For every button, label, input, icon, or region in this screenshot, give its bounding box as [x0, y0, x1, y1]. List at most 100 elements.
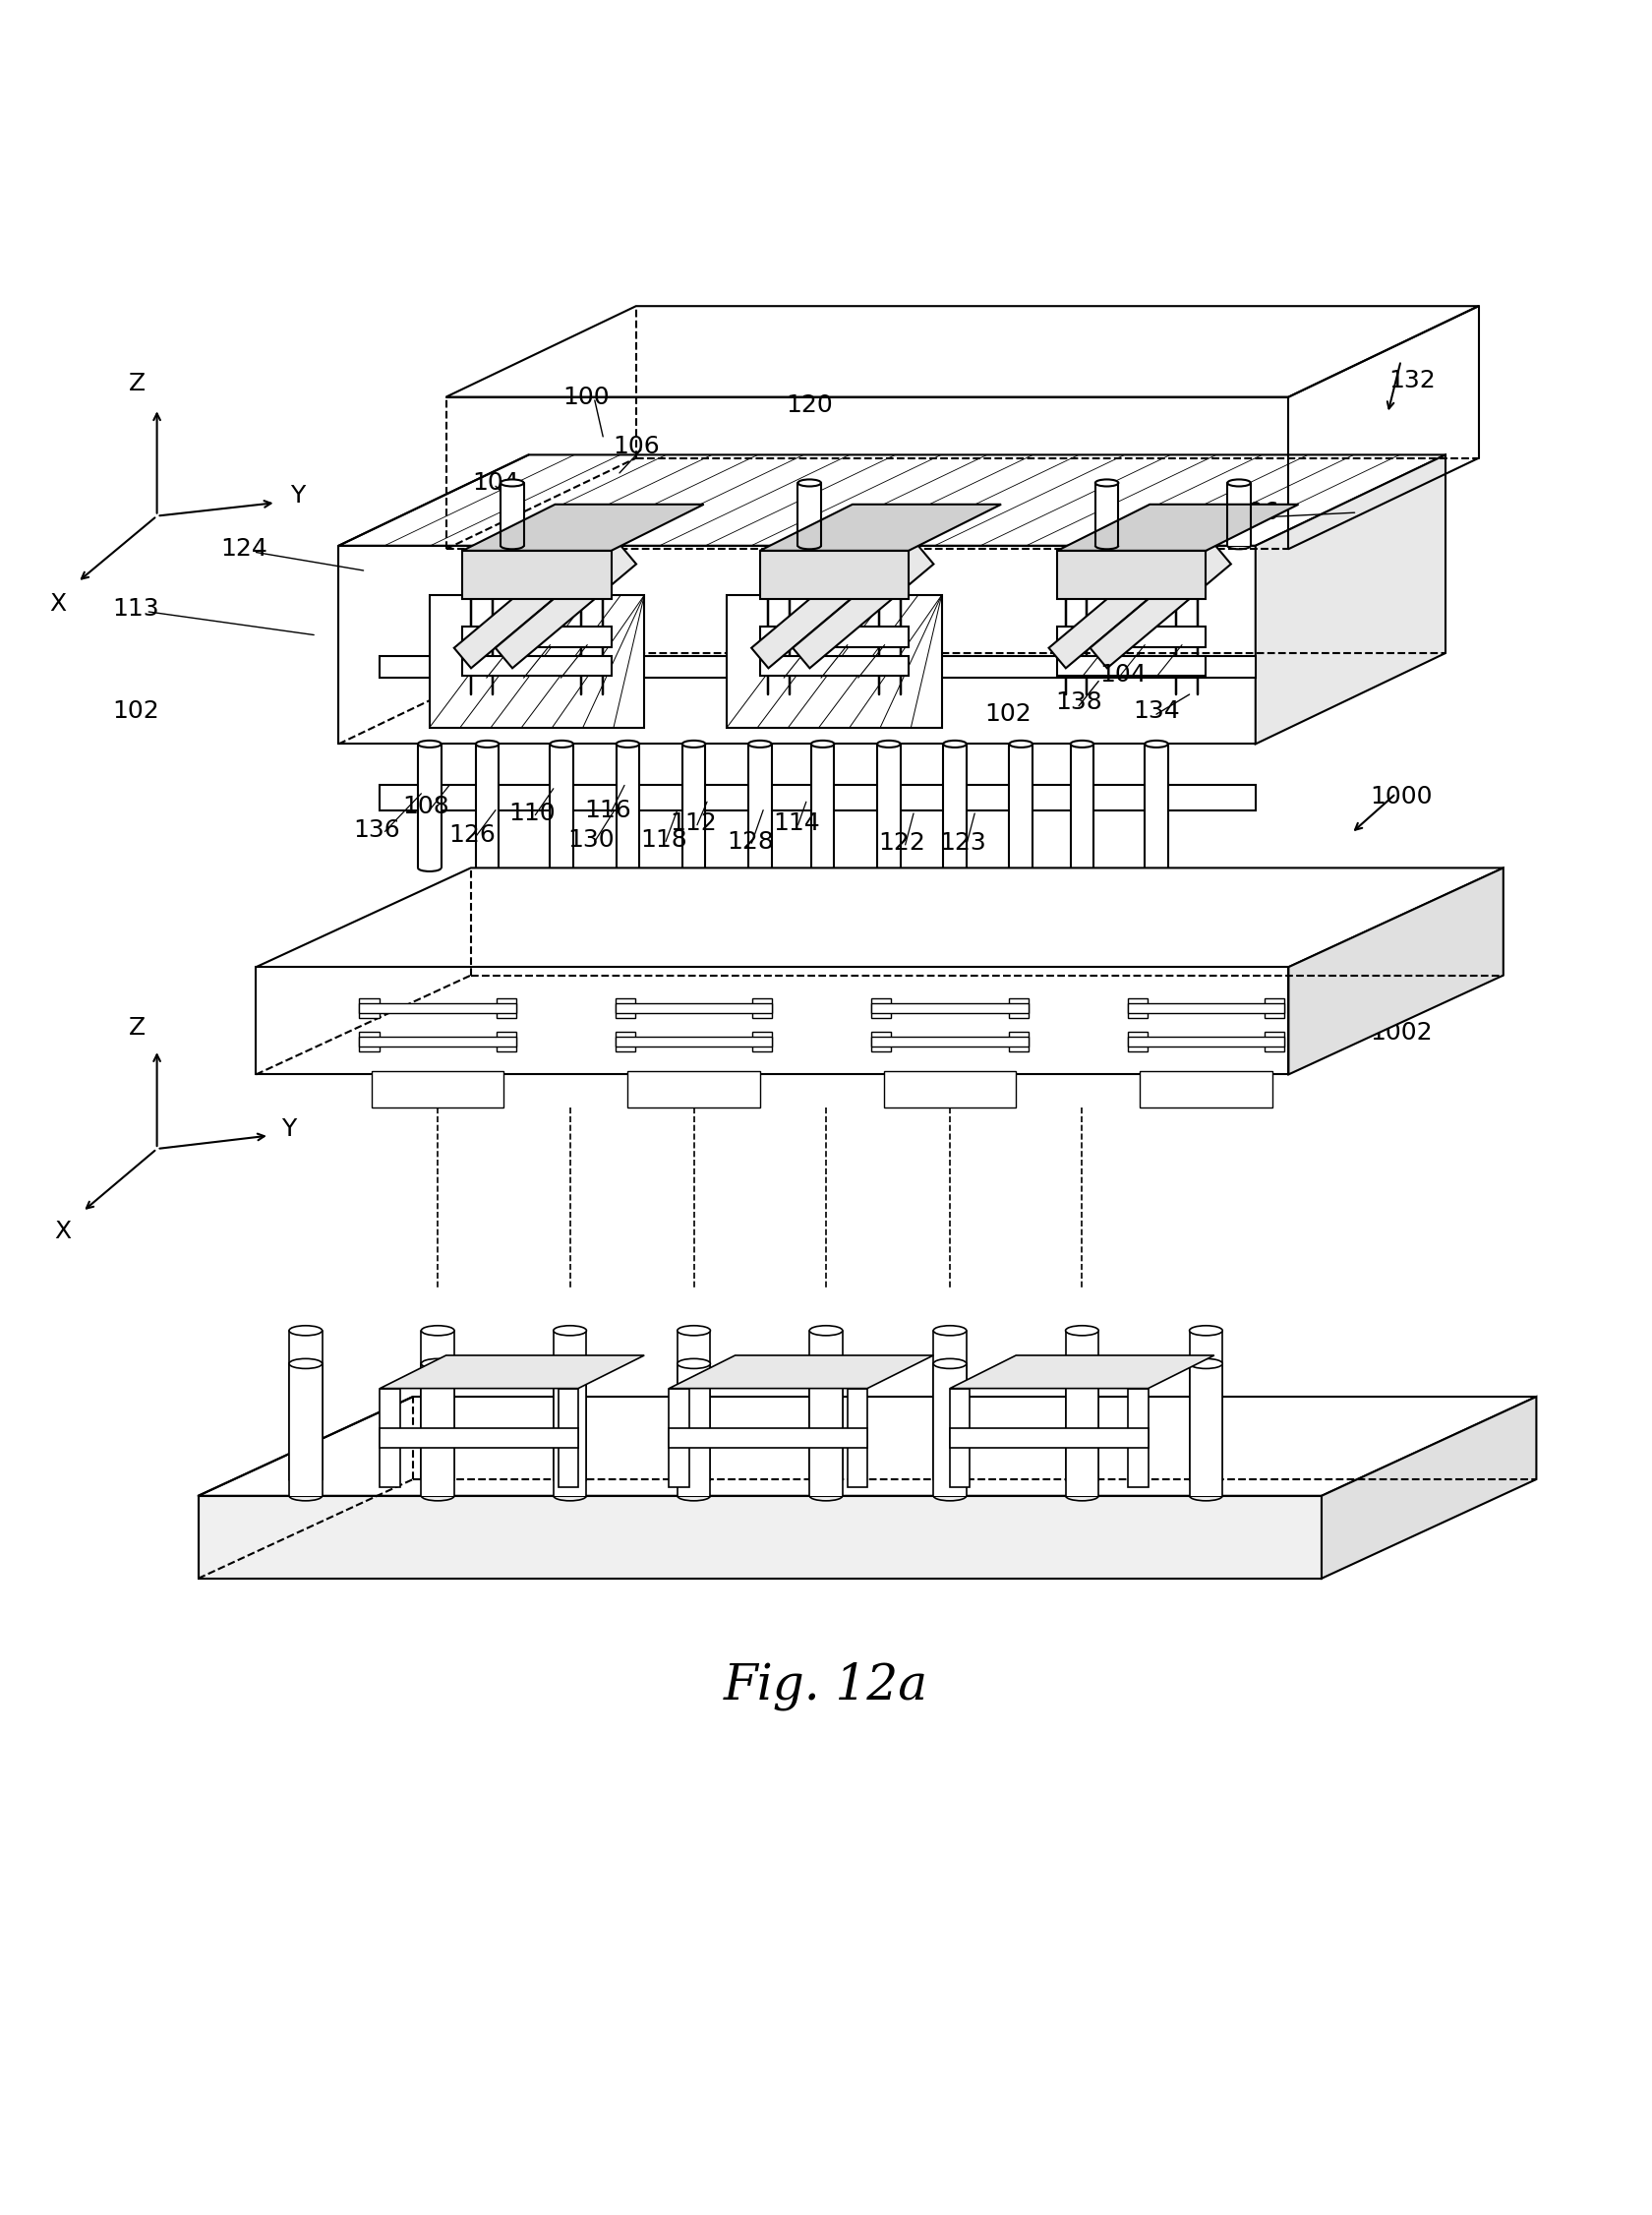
Bar — [1140, 1072, 1272, 1108]
Ellipse shape — [553, 1358, 586, 1369]
Polygon shape — [496, 545, 636, 669]
Polygon shape — [463, 505, 704, 552]
Polygon shape — [380, 1389, 400, 1488]
Polygon shape — [339, 545, 1256, 744]
Polygon shape — [198, 1495, 1322, 1579]
Bar — [1008, 999, 1028, 1019]
Bar — [884, 1072, 1016, 1108]
Ellipse shape — [553, 1325, 586, 1336]
Text: 104: 104 — [1100, 662, 1146, 687]
Ellipse shape — [1145, 740, 1168, 746]
Bar — [615, 1003, 773, 1012]
Ellipse shape — [1066, 1358, 1099, 1369]
Ellipse shape — [748, 740, 771, 746]
Bar — [933, 1331, 966, 1480]
Bar — [418, 744, 441, 868]
Text: 132: 132 — [1389, 368, 1436, 392]
Bar — [1189, 1331, 1222, 1480]
Polygon shape — [752, 545, 892, 669]
Bar — [677, 1331, 710, 1480]
Text: 130: 130 — [568, 828, 615, 851]
Bar — [615, 1037, 773, 1045]
Ellipse shape — [933, 1325, 966, 1336]
Text: 126: 126 — [449, 824, 496, 846]
Ellipse shape — [933, 1358, 966, 1369]
Ellipse shape — [550, 740, 573, 746]
Text: X: X — [50, 591, 66, 616]
Bar — [872, 1003, 1028, 1012]
Bar — [550, 744, 573, 868]
Text: 104: 104 — [472, 472, 519, 494]
Polygon shape — [256, 868, 1503, 968]
Text: 123: 123 — [940, 831, 986, 855]
Bar — [752, 999, 771, 1019]
Polygon shape — [1322, 1398, 1536, 1579]
Bar — [943, 744, 966, 868]
Bar — [872, 1037, 1028, 1045]
Bar — [1057, 656, 1206, 676]
Bar — [872, 1032, 892, 1052]
Bar — [752, 1032, 771, 1052]
Ellipse shape — [943, 740, 966, 746]
Ellipse shape — [1095, 478, 1118, 487]
Bar — [496, 999, 517, 1019]
Polygon shape — [1049, 545, 1189, 669]
Text: 128: 128 — [727, 831, 773, 853]
Bar — [289, 1331, 322, 1480]
Text: Fig. 12a: Fig. 12a — [724, 1661, 928, 1710]
Bar — [421, 1364, 454, 1495]
Bar — [677, 1364, 710, 1495]
Bar — [877, 744, 900, 868]
Bar — [496, 1032, 517, 1052]
Polygon shape — [950, 1356, 1214, 1389]
Bar — [1145, 744, 1168, 868]
Bar — [463, 656, 611, 676]
Text: Fig. 1a: Fig. 1a — [740, 910, 912, 959]
Bar — [1127, 1003, 1285, 1012]
Bar — [360, 1032, 380, 1052]
Bar — [760, 627, 909, 647]
Polygon shape — [847, 1389, 867, 1488]
Text: 120: 120 — [786, 394, 833, 416]
Ellipse shape — [677, 1358, 710, 1369]
Ellipse shape — [1189, 1358, 1222, 1369]
Bar — [421, 1331, 454, 1480]
Text: Z: Z — [129, 372, 145, 396]
Ellipse shape — [809, 1325, 843, 1336]
Polygon shape — [760, 505, 1001, 552]
Ellipse shape — [421, 1325, 454, 1336]
Ellipse shape — [809, 1358, 843, 1369]
Bar — [1265, 999, 1285, 1019]
Polygon shape — [454, 545, 595, 669]
Bar — [1070, 744, 1094, 868]
Text: 1000: 1000 — [1370, 784, 1432, 808]
Polygon shape — [1090, 545, 1231, 669]
Polygon shape — [380, 656, 1256, 678]
Text: 110: 110 — [509, 802, 555, 826]
Bar — [1008, 1032, 1028, 1052]
Bar — [748, 744, 771, 868]
Bar — [430, 596, 644, 727]
Text: 116: 116 — [585, 797, 631, 822]
Polygon shape — [1128, 1389, 1148, 1488]
Bar — [1095, 483, 1118, 545]
Text: 138: 138 — [1056, 691, 1102, 715]
Text: 114: 114 — [773, 811, 819, 835]
Ellipse shape — [501, 478, 524, 487]
Bar — [1227, 483, 1251, 545]
Polygon shape — [669, 1429, 867, 1449]
Polygon shape — [1256, 454, 1446, 744]
Bar — [1066, 1331, 1099, 1480]
Polygon shape — [1057, 552, 1206, 598]
Ellipse shape — [421, 1358, 454, 1369]
Polygon shape — [558, 1389, 578, 1488]
Bar — [682, 744, 705, 868]
Bar — [1127, 1032, 1146, 1052]
Bar — [628, 1072, 760, 1108]
Polygon shape — [339, 454, 1446, 545]
Bar — [553, 1331, 586, 1480]
Bar — [872, 999, 892, 1019]
Bar — [1189, 1364, 1222, 1495]
Text: Y: Y — [289, 485, 306, 507]
Bar — [501, 483, 524, 545]
